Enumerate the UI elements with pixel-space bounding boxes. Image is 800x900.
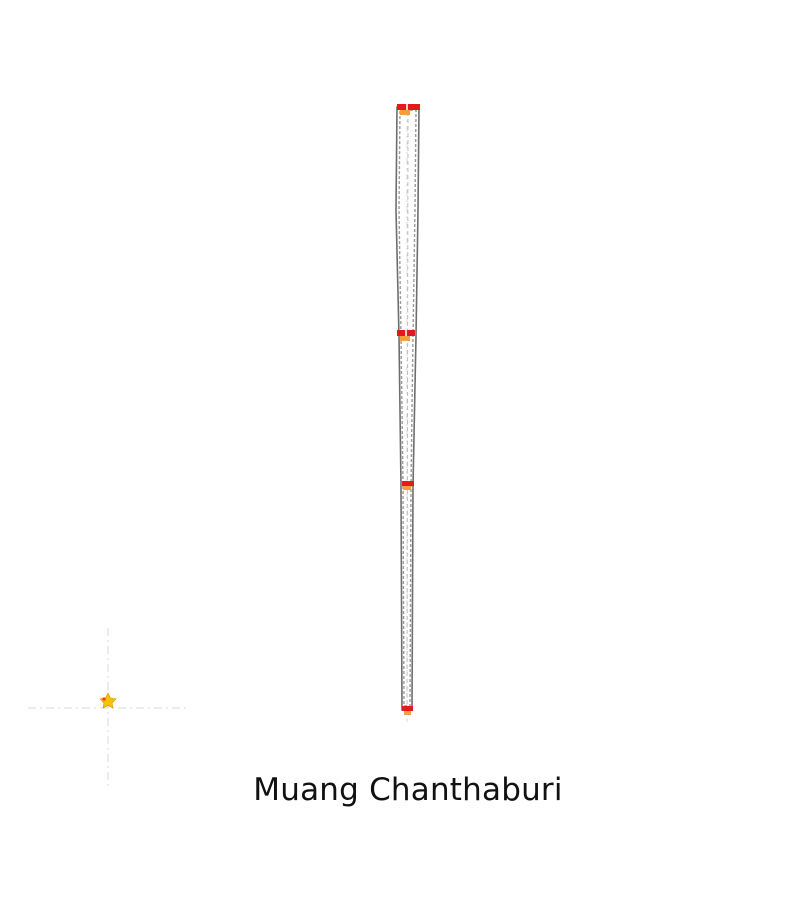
route-center-line bbox=[406, 111, 409, 707]
stop-marker-1[interactable] bbox=[397, 104, 420, 115]
stop-marker-2[interactable] bbox=[397, 330, 415, 341]
stop-marker-3[interactable] bbox=[402, 481, 414, 490]
stop-marker-4[interactable] bbox=[402, 706, 413, 715]
place-name-label: Muang Chanthaburi bbox=[253, 772, 563, 808]
locator-star-icon[interactable] bbox=[99, 692, 117, 709]
